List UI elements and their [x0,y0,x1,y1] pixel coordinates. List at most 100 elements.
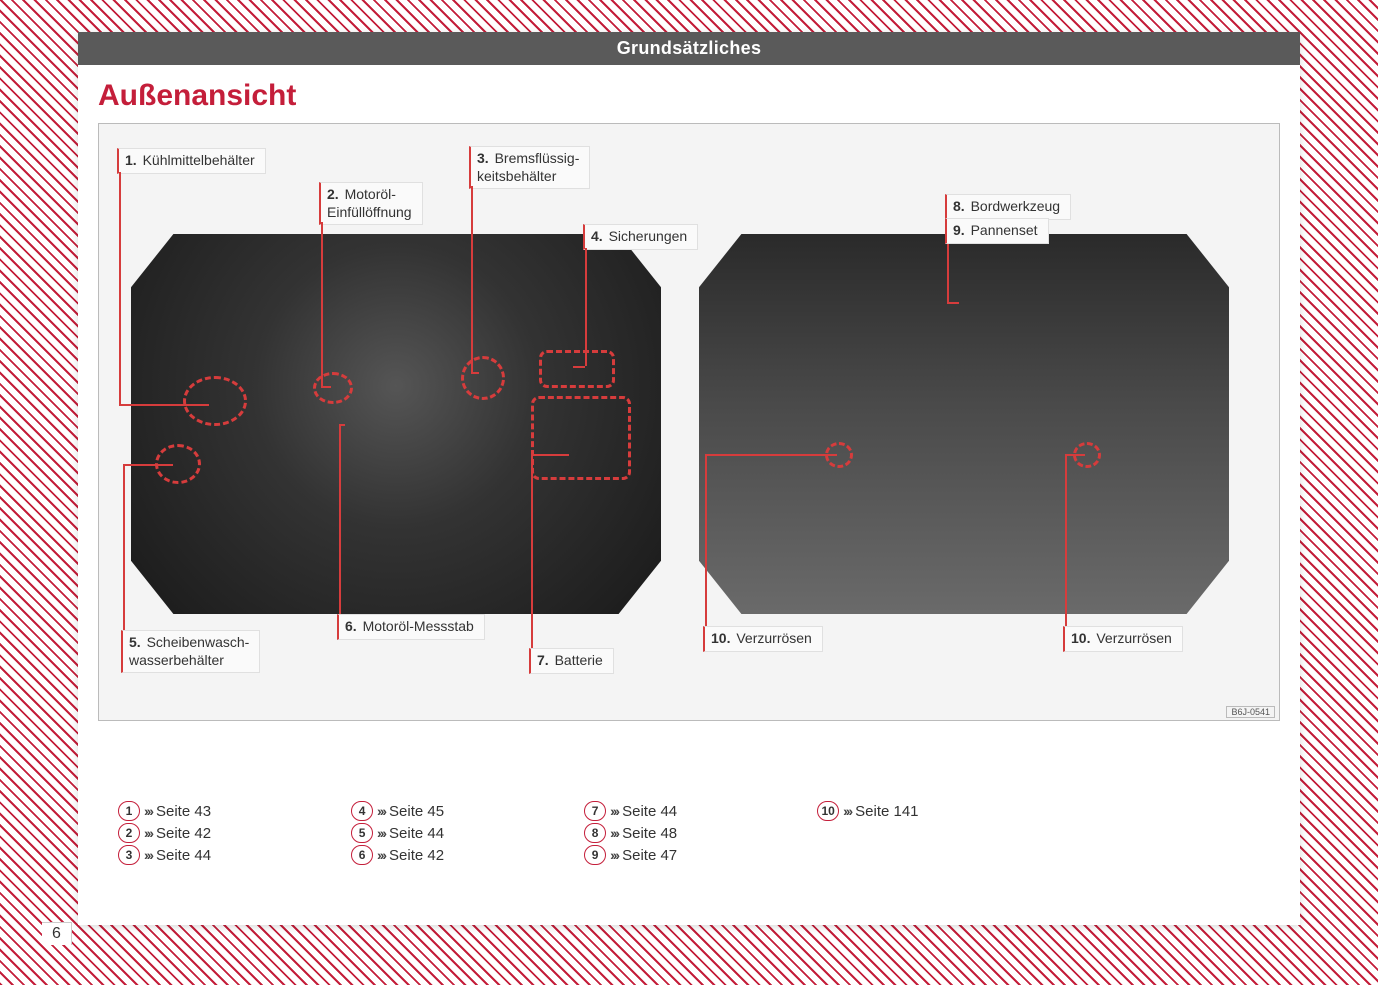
callout-line [947,302,959,304]
reference-text: Seite 48 [622,825,677,842]
page-reference[interactable]: 1 ››› Seite 43 [118,801,211,821]
callout-text: Scheibenwasch-wasserbehälter [129,634,249,668]
page-reference[interactable]: 4 ››› Seite 45 [351,801,444,821]
reference-badge: 5 [351,823,373,843]
callout-text: Verzurrösen [732,630,811,646]
page-references: 1 ››› Seite 43 2 ››› Seite 42 3 ››› Seite 44 4… [118,801,1260,865]
callout-label-5: 5. Scheibenwasch-wasserbehälter [121,630,260,673]
callout-label-1: 1. Kühlmittelbehälter [117,148,266,174]
callout-line [471,186,473,372]
callout-number: 9. [953,222,965,238]
chevron-icon: ››› [610,803,618,819]
page-number: 6 [42,922,72,945]
callout-label-7: 7. Batterie [529,648,614,674]
callout-number: 8. [953,198,965,214]
callout-line [123,464,125,630]
callout-number: 6. [345,618,357,634]
chevron-icon: ››› [144,803,152,819]
page-reference[interactable]: 3 ››› Seite 44 [118,845,211,865]
callout-text: Bordwerkzeug [967,198,1060,214]
reference-badge: 10 [817,801,839,821]
callout-number: 10. [711,630,730,646]
reference-badge: 3 [118,845,140,865]
callout-text: Pannenset [967,222,1038,238]
callout-number: 4. [591,228,603,244]
reference-text: Seite 141 [855,803,918,820]
reference-badge: 4 [351,801,373,821]
callout-text: Motoröl-Einfüllöffnung [327,186,412,220]
callout-label-9: 9. Pannenset [945,218,1049,244]
reference-badge: 7 [584,801,606,821]
callout-label-101: 10. Verzurrösen [703,626,823,652]
callout-text: Batterie [551,652,603,668]
page-reference[interactable]: 8 ››› Seite 48 [584,823,677,843]
chevron-icon: ››› [377,825,385,841]
callout-label-6: 6. Motoröl-Messstab [337,614,485,640]
callout-line [1065,454,1067,626]
callout-number: 5. [129,634,141,650]
chevron-icon: ››› [377,847,385,863]
callout-label-8: 8. Bordwerkzeug [945,194,1071,220]
reference-badge: 8 [584,823,606,843]
reference-text: Seite 47 [622,847,677,864]
page-reference[interactable]: 2 ››› Seite 42 [118,823,211,843]
chevron-icon: ››› [144,847,152,863]
callout-number: 2. [327,186,339,202]
callout-line [705,454,707,626]
callout-label-3: 3. Bremsflüssig-keitsbehälter [469,146,590,189]
reference-text: Seite 43 [156,803,211,820]
callout-line [321,222,323,386]
reference-column: 7 ››› Seite 44 8 ››› Seite 48 9 ››› Seite 47 [584,801,677,865]
reference-text: Seite 42 [156,825,211,842]
callout-number: 7. [537,652,549,668]
chevron-icon: ››› [610,847,618,863]
reference-text: Seite 44 [389,825,444,842]
callout-text: Bremsflüssig-keitsbehälter [477,150,579,184]
chevron-icon: ››› [377,803,385,819]
callout-line [119,172,121,404]
reference-column: 10 ››› Seite 141 [817,801,918,865]
callout-label-4: 4. Sicherungen [583,224,698,250]
callout-hotspot-2 [313,372,353,404]
callout-number: 10. [1071,630,1090,646]
chevron-icon: ››› [610,825,618,841]
callout-text: Sicherungen [605,228,688,244]
callout-hotspot-102 [1073,442,1101,468]
callout-text: Verzurrösen [1092,630,1171,646]
callout-hotspot-3 [461,356,505,400]
figure-reference-id: B6J-0541 [1226,706,1275,718]
diagram-frame: 1. Kühlmittelbehälter 2. Motoröl-Einfüllö… [98,123,1280,721]
callout-number: 1. [125,152,137,168]
section-title: Außenansicht [78,65,1300,123]
manual-page: Grundsätzliches Außenansicht 1. Kühlmitt… [78,32,1300,925]
reference-badge: 2 [118,823,140,843]
callout-label-102: 10. Verzurrösen [1063,626,1183,652]
page-reference[interactable]: 6››› Seite 42 [351,845,444,865]
callout-line [705,454,837,456]
reference-text: Seite 44 [622,803,677,820]
reference-badge: 1 [118,801,140,821]
reference-text: Seite 44 [156,847,211,864]
chevron-icon: ››› [843,803,851,819]
page-reference[interactable]: 9 ››› Seite 47 [584,845,677,865]
chapter-header: Grundsätzliches [78,32,1300,65]
callout-number: 3. [477,150,489,166]
page-reference[interactable]: 10 ››› Seite 141 [817,801,918,821]
callout-hotspot-101 [825,442,853,468]
reference-badge: 6 [351,845,373,865]
callout-line [531,454,533,648]
callout-text: Motoröl-Messstab [359,618,474,634]
page-reference[interactable]: 5 ››› Seite 44 [351,823,444,843]
reference-column: 4››› Seite 455››› Seite 446››› Seite 42 [351,801,444,865]
callout-hotspot-1 [183,376,247,426]
callout-text: Kühlmittelbehälter [139,152,255,168]
reference-text: Seite 45 [389,803,444,820]
page-reference[interactable]: 7 ››› Seite 44 [584,801,677,821]
callout-line [339,424,345,426]
callout-label-2: 2. Motoröl-Einfüllöffnung [319,182,423,225]
callout-line [585,248,587,366]
callout-hotspot-5 [155,444,201,484]
reference-badge: 9 [584,845,606,865]
trunk-photo [699,234,1229,614]
chevron-icon: ››› [144,825,152,841]
